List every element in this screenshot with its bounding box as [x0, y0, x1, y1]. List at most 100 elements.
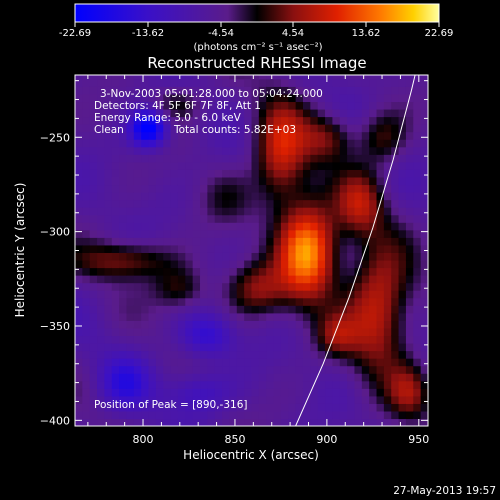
heatmap-cell	[369, 214, 378, 223]
heatmap-cell	[288, 358, 297, 367]
heatmap-cell	[141, 86, 150, 95]
heatmap-cell	[280, 93, 289, 103]
heatmap-cell	[82, 222, 91, 231]
heatmap-cell	[391, 358, 400, 367]
heatmap-cell	[82, 350, 91, 359]
heatmap-cell	[383, 199, 392, 208]
heatmap-cell	[361, 418, 370, 426]
heatmap-cell	[244, 350, 253, 359]
heatmap-cell	[207, 222, 216, 231]
heatmap-cell	[236, 192, 245, 201]
heatmap-cell	[405, 199, 414, 208]
heatmap-cell	[391, 131, 400, 140]
heatmap-cell	[280, 75, 289, 80]
heatmap-cell	[97, 78, 106, 87]
heatmap-cell	[141, 169, 150, 178]
heatmap-cell	[111, 154, 120, 163]
heatmap-cell	[347, 169, 356, 178]
heatmap-cell	[339, 410, 348, 420]
heatmap-cell	[200, 380, 208, 389]
heatmap-cell	[133, 116, 142, 125]
heatmap-cell	[369, 297, 378, 306]
heatmap-cell	[214, 297, 223, 306]
heatmap-cell	[332, 154, 341, 163]
heatmap-cell	[97, 154, 106, 163]
heatmap-cell	[317, 214, 326, 223]
heatmap-cell	[141, 252, 150, 261]
heatmap-cell	[332, 131, 341, 140]
heatmap-cell	[266, 184, 275, 193]
heatmap-cell	[332, 395, 341, 404]
heatmap-cell	[148, 75, 157, 80]
heatmap-cell	[192, 161, 201, 170]
heatmap-cell	[119, 290, 128, 299]
heatmap-cell	[258, 282, 267, 291]
heatmap-cell	[141, 176, 150, 186]
heatmap-cell	[126, 124, 135, 133]
heatmap-cell	[361, 335, 370, 344]
heatmap-cell	[258, 252, 267, 261]
heatmap-cell	[89, 388, 98, 397]
heatmap-cell	[258, 229, 267, 238]
annotation-total-counts: Total counts: 5.82E+03	[173, 124, 296, 136]
heatmap-cell	[104, 199, 113, 208]
heatmap-cell	[354, 93, 363, 103]
heatmap-cell	[332, 192, 341, 201]
heatmap-cell	[347, 75, 356, 80]
heatmap-cell	[317, 312, 326, 321]
heatmap-cell	[354, 282, 363, 291]
heatmap-cell	[148, 335, 157, 344]
heatmap-cell	[413, 244, 422, 253]
heatmap-cell	[398, 342, 407, 352]
heatmap-cell	[405, 78, 414, 87]
heatmap-cell	[332, 78, 341, 87]
heatmap-cell	[369, 192, 378, 201]
heatmap-cell	[251, 350, 260, 359]
heatmap-cell	[347, 350, 356, 359]
heatmap-cell	[163, 282, 172, 291]
heatmap-cell	[89, 290, 98, 299]
heatmap-cell	[302, 282, 311, 291]
heatmap-cell	[82, 297, 91, 306]
heatmap-cell	[155, 207, 164, 216]
heatmap-cell	[236, 365, 245, 374]
heatmap-cell	[163, 410, 172, 420]
heatmap-cell	[391, 176, 400, 186]
heatmap-cell	[104, 229, 113, 238]
heatmap-cell	[339, 365, 348, 374]
heatmap-cell	[310, 418, 319, 426]
heatmap-cell	[413, 139, 422, 148]
heatmap-cell	[258, 297, 267, 306]
heatmap-cell	[273, 403, 282, 412]
heatmap-cell	[258, 290, 267, 299]
heatmap-cell	[332, 290, 341, 299]
heatmap-cell	[413, 275, 422, 284]
heatmap-cell	[177, 93, 186, 103]
heatmap-cell	[280, 305, 289, 314]
heatmap-cell	[207, 312, 216, 321]
heatmap-cell	[310, 101, 319, 110]
heatmap-cell	[244, 403, 253, 412]
heatmap-cell	[192, 237, 201, 246]
heatmap-cell	[192, 395, 201, 404]
heatmap-cell	[266, 388, 275, 397]
heatmap-cell	[104, 75, 113, 80]
heatmap-cell	[354, 410, 363, 420]
heatmap-cell	[369, 207, 378, 216]
heatmap-cell	[273, 116, 282, 125]
heatmap-cell	[207, 93, 216, 103]
heatmap-cell	[214, 131, 223, 140]
heatmap-cell	[383, 365, 392, 374]
heatmap-cell	[258, 335, 267, 344]
heatmap-cell	[302, 86, 311, 95]
heatmap-cell	[332, 139, 341, 148]
heatmap-cell	[104, 312, 113, 321]
heatmap-cell	[273, 290, 282, 299]
heatmap-cell	[361, 290, 370, 299]
heatmap-cell	[119, 365, 128, 374]
heatmap-cell	[347, 305, 356, 314]
heatmap-cell	[97, 222, 106, 231]
plot-area: 800 850 900 950 −250−300−350−400	[40, 74, 429, 446]
heatmap-cell	[214, 176, 223, 186]
heatmap-cell	[163, 176, 172, 186]
